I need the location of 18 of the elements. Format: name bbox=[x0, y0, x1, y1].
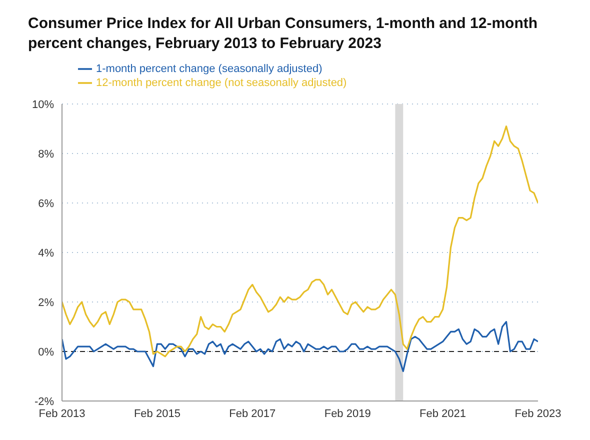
y-tick-label: 10% bbox=[32, 98, 54, 111]
legend-label: 12-month percent change (not seasonally adjusted) bbox=[96, 76, 347, 89]
y-tick-label: 2% bbox=[38, 296, 54, 309]
y-tick-label: 4% bbox=[38, 247, 54, 260]
y-tick-label: 8% bbox=[38, 148, 54, 160]
chart-title: Consumer Price Index for All Urban Consumers, 1-month and 12-month percent changes, February 2013 to February 2023 bbox=[27, 14, 539, 54]
x-tick-label: Feb 2013 bbox=[38, 408, 86, 420]
x-tick-label: Feb 2015 bbox=[134, 408, 180, 420]
x-tick-label: Feb 2017 bbox=[229, 408, 276, 420]
x-tick-label: Feb 2019 bbox=[324, 408, 371, 420]
line-series bbox=[62, 321, 538, 372]
line-series bbox=[62, 125, 538, 358]
legend-label: 1-month percent change (seasonally adjusted) bbox=[96, 62, 322, 75]
y-tick-label: 6% bbox=[38, 198, 54, 210]
x-tick-label: Feb 2021 bbox=[420, 408, 466, 420]
y-tick-label: -2% bbox=[34, 396, 54, 408]
y-tick-label: 0% bbox=[38, 346, 54, 358]
x-tick-label: Feb 2023 bbox=[514, 408, 562, 420]
